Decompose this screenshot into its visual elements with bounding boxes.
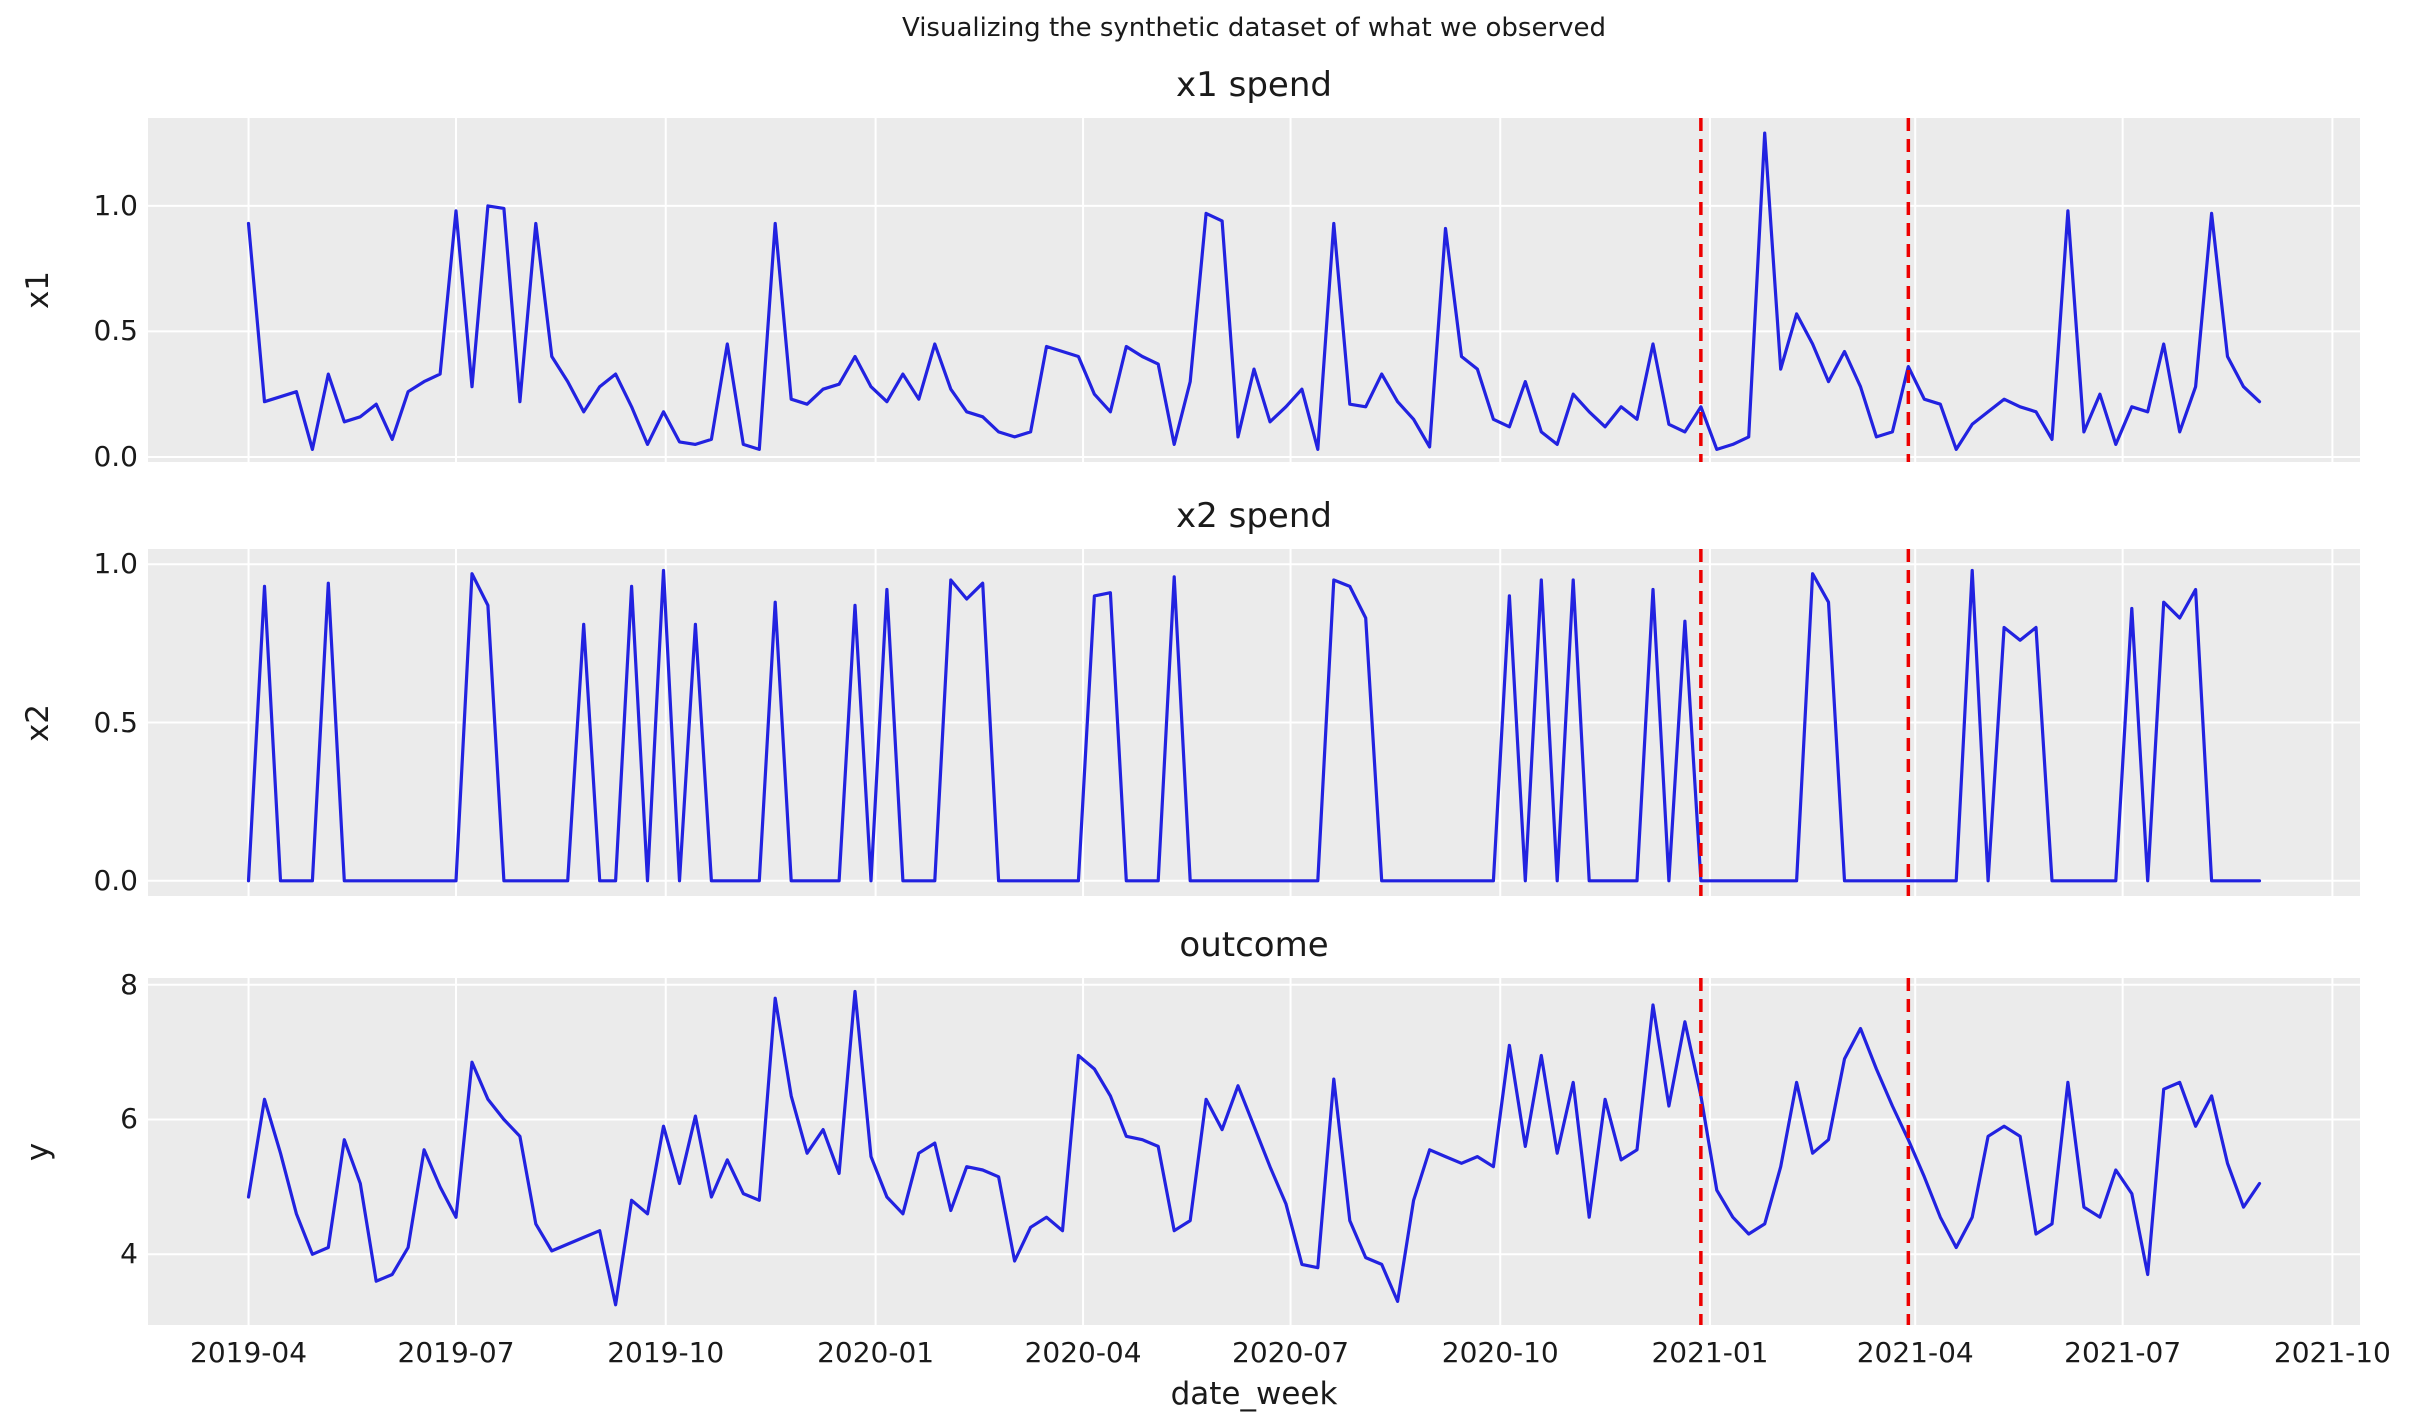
subplot-title-x2: x2 spend <box>1176 496 1332 536</box>
x-tick-label: 2021-01 <box>1651 1336 1769 1369</box>
x-tick-label: 2020-01 <box>817 1336 935 1369</box>
x-tick-label: 2021-04 <box>1856 1336 1974 1369</box>
x-tick-label: 2019-10 <box>607 1336 725 1369</box>
x1-series-line <box>246 131 2262 451</box>
y-axis-label-y: y <box>20 1142 56 1161</box>
y-tick-label: 0.0 <box>93 439 138 473</box>
x-tick-label: 2020-10 <box>1441 1336 1559 1369</box>
x-tick-label: 2021-07 <box>2064 1336 2182 1369</box>
axes-background <box>148 118 2360 462</box>
y-tick-label: 1.0 <box>93 188 138 222</box>
y-tick-label: 4 <box>120 1237 138 1271</box>
figure-suptitle: Visualizing the synthetic dataset of wha… <box>901 13 1607 43</box>
x2-series-line <box>246 568 2262 883</box>
x-tick-label: 2020-04 <box>1024 1336 1142 1369</box>
y-tick-label: 1.0 <box>93 547 138 581</box>
subplot-title-y: outcome <box>1179 925 1329 965</box>
y-tick-label: 6 <box>120 1102 138 1136</box>
x-tick-label: 2019-04 <box>190 1336 308 1369</box>
y-tick-label: 0.5 <box>93 705 138 739</box>
y-tick-label: 8 <box>120 967 138 1001</box>
subplot-title-x1: x1 spend <box>1176 65 1332 105</box>
x-tick-label: 2021-10 <box>2273 1336 2391 1369</box>
axes-background <box>148 978 2360 1325</box>
x-axis-label: date_week <box>1170 1376 1338 1412</box>
x-tick-label: 2020-07 <box>1232 1336 1350 1369</box>
x-tick-label: 2019-07 <box>397 1336 515 1369</box>
y-series-line <box>246 989 2262 1307</box>
y-tick-label: 0.5 <box>93 314 138 348</box>
y-tick-label: 0.0 <box>93 863 138 897</box>
y-axis-label-x1: x1 <box>20 270 56 310</box>
